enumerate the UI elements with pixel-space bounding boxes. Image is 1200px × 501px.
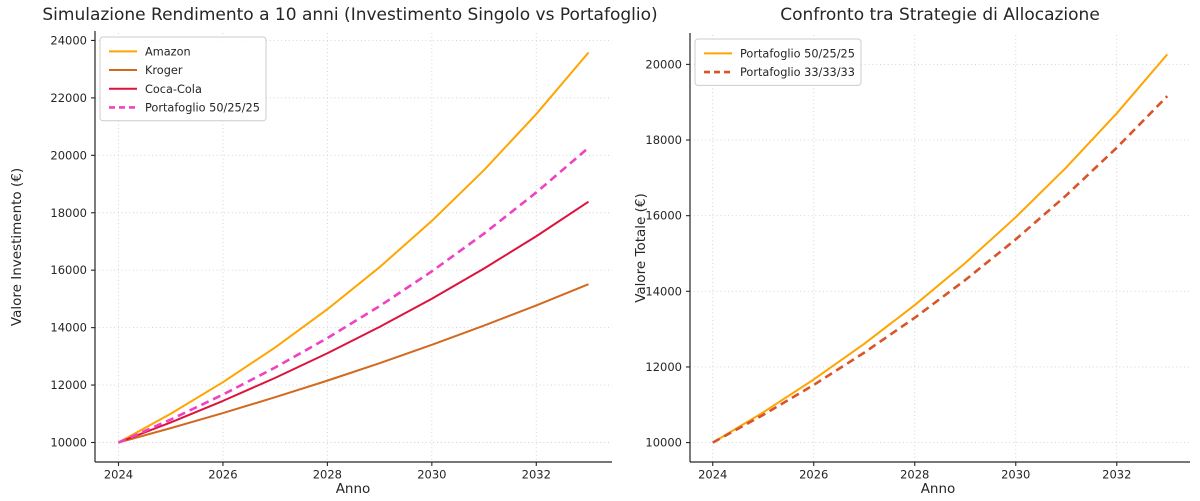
- y-tick-label: 16000: [645, 209, 682, 223]
- y-tick-label: 14000: [645, 284, 682, 298]
- series-line-amazon: [118, 51, 590, 444]
- y-tick-label: 18000: [645, 133, 682, 147]
- x-tick-label: 2028: [313, 468, 342, 482]
- legend: Amazon Kroger Coca-Cola Portafoglio 50/25/2…: [99, 36, 267, 122]
- x-tick-label: 2026: [208, 468, 237, 482]
- y-tick-label: 12000: [50, 378, 87, 392]
- left-y-axis-label: Valore Investimento (€): [9, 167, 25, 327]
- y-tick-label: 16000: [50, 263, 87, 277]
- x-tick-label: 2030: [417, 468, 446, 482]
- chart-panel-0: 2024 2026 2028 2030 2032 10000 12000 14000 16000…: [50, 31, 612, 482]
- series-line-portafoglio-33-33-33: [712, 95, 1169, 444]
- right-y-axis-label: Valore Totale (€): [633, 193, 649, 303]
- right-x-axis-label: Anno: [920, 481, 956, 497]
- legend-label: Portafoglio 33/33/33: [740, 66, 855, 79]
- y-tick-label: 20000: [50, 148, 87, 162]
- x-tick-label: 2026: [799, 468, 828, 482]
- y-tick-label: 24000: [50, 33, 87, 47]
- left-chart-title: Simulazione Rendimento a 10 anni (Invest…: [42, 5, 658, 25]
- x-tick-label: 2032: [1102, 468, 1131, 482]
- chart-panel-1: 2024 2026 2028 2030 2032 10000 12000 14000 16000…: [645, 33, 1190, 482]
- legend-box: [694, 38, 862, 86]
- legend-label: Kroger: [145, 64, 183, 77]
- legend-label: Portafoglio 50/25/25: [740, 47, 855, 60]
- right-chart-title: Confronto tra Strategie di Allocazione: [780, 5, 1100, 25]
- y-tick-label: 20000: [645, 57, 682, 71]
- x-tick-label: 2032: [522, 468, 551, 482]
- y-tick-label: 10000: [645, 436, 682, 450]
- x-tick-label: 2024: [698, 468, 727, 482]
- series-line-coca-cola: [118, 200, 590, 444]
- x-tick-label: 2030: [1001, 468, 1030, 482]
- x-tick-label: 2028: [900, 468, 929, 482]
- y-tick-label: 14000: [50, 321, 87, 335]
- legend-label: Amazon: [145, 45, 191, 58]
- series-line-portafoglio-50-25-25: [712, 53, 1169, 444]
- legend-box: [99, 36, 267, 122]
- y-tick-label: 10000: [50, 436, 87, 450]
- y-tick-label: 18000: [50, 206, 87, 220]
- legend-label: Portafoglio 50/25/25: [145, 101, 260, 114]
- legend-label: Coca-Cola: [145, 83, 202, 96]
- left-x-axis-label: Anno: [335, 481, 371, 497]
- y-tick-label: 22000: [50, 91, 87, 105]
- x-tick-label: 2024: [104, 468, 133, 482]
- legend: Portafoglio 50/25/25 Portafoglio 33/33/33: [694, 38, 862, 86]
- series-line-portafoglio-50-25-25: [117, 146, 590, 444]
- series-line-kroger: [118, 283, 589, 444]
- y-tick-label: 12000: [645, 360, 682, 374]
